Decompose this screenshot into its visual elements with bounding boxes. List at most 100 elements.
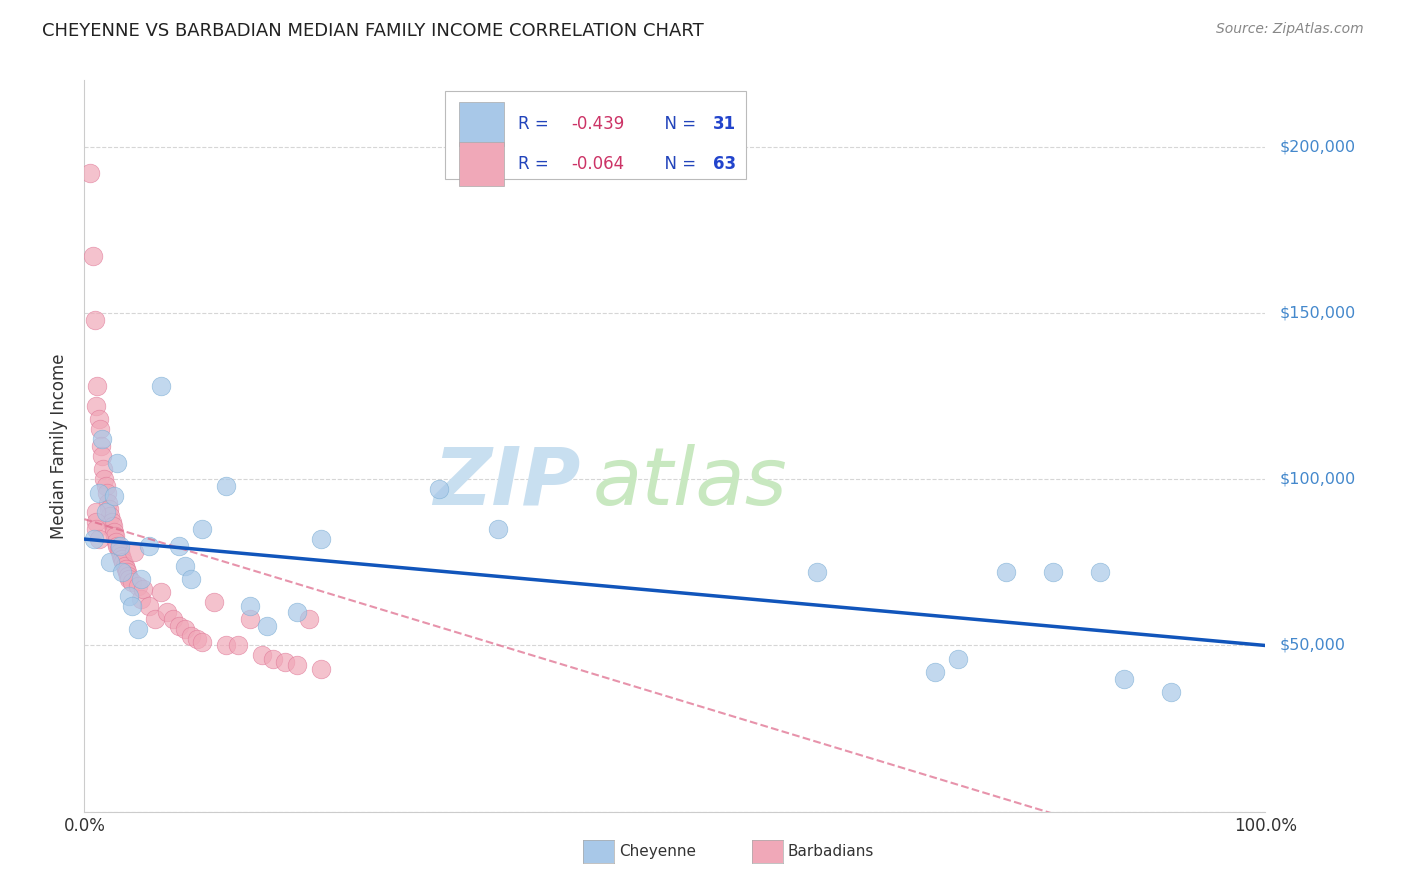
Point	[118, 572, 141, 586]
Point	[162, 612, 184, 626]
Point	[107, 542, 129, 557]
Text: $200,000: $200,000	[1279, 139, 1355, 154]
Point	[111, 552, 134, 566]
Text: $100,000: $100,000	[1279, 472, 1355, 487]
Point	[486, 522, 509, 536]
Point	[180, 628, 202, 642]
Point	[117, 568, 139, 582]
Point	[121, 599, 143, 613]
Point	[298, 612, 321, 626]
Point	[90, 439, 112, 453]
Text: ZIP: ZIP	[433, 443, 581, 522]
Point	[84, 312, 107, 326]
Point	[103, 489, 125, 503]
FancyBboxPatch shape	[458, 103, 503, 146]
Text: -0.439: -0.439	[571, 115, 624, 133]
Text: Cheyenne: Cheyenne	[619, 845, 696, 859]
Point	[114, 558, 136, 573]
Point	[191, 522, 214, 536]
Point	[150, 585, 173, 599]
Point	[105, 535, 128, 549]
Point	[91, 433, 114, 447]
Point	[112, 555, 135, 569]
Text: R =: R =	[517, 155, 554, 173]
Point	[82, 250, 104, 264]
Point	[127, 622, 149, 636]
Text: 31: 31	[713, 115, 735, 133]
Text: -0.064: -0.064	[571, 155, 624, 173]
Text: Source: ZipAtlas.com: Source: ZipAtlas.com	[1216, 22, 1364, 37]
Point	[274, 655, 297, 669]
Point	[98, 555, 121, 569]
Point	[262, 652, 284, 666]
Point	[89, 422, 111, 436]
Point	[110, 549, 132, 563]
Point	[239, 599, 262, 613]
Point	[239, 612, 262, 626]
Point	[250, 648, 273, 663]
Point	[93, 472, 115, 486]
Point	[806, 566, 828, 580]
Point	[87, 485, 110, 500]
Point	[97, 495, 120, 509]
Text: Barbadians: Barbadians	[787, 845, 873, 859]
Point	[924, 665, 946, 679]
Point	[156, 605, 179, 619]
Point	[226, 639, 249, 653]
Point	[79, 166, 101, 180]
Point	[143, 612, 166, 626]
Point	[427, 482, 450, 496]
Point	[98, 502, 121, 516]
Point	[127, 579, 149, 593]
Point	[108, 539, 131, 553]
Point	[98, 508, 121, 523]
Point	[122, 545, 145, 559]
Text: 63: 63	[713, 155, 735, 173]
Point	[96, 485, 118, 500]
Point	[1088, 566, 1111, 580]
Point	[138, 539, 160, 553]
Point	[111, 566, 134, 580]
Point	[87, 412, 110, 426]
Point	[167, 618, 190, 632]
Text: CHEYENNE VS BARBADIAN MEDIAN FAMILY INCOME CORRELATION CHART: CHEYENNE VS BARBADIAN MEDIAN FAMILY INCO…	[42, 22, 704, 40]
Point	[91, 462, 114, 476]
Point	[129, 572, 152, 586]
Point	[118, 589, 141, 603]
Point	[84, 506, 107, 520]
Point	[84, 516, 107, 530]
Point	[180, 572, 202, 586]
Point	[150, 379, 173, 393]
Point	[285, 605, 308, 619]
Text: R =: R =	[517, 115, 554, 133]
Text: $50,000: $50,000	[1279, 638, 1346, 653]
Point	[94, 479, 117, 493]
Point	[173, 622, 195, 636]
Point	[167, 539, 190, 553]
Point	[202, 595, 225, 609]
Point	[309, 532, 332, 546]
Point	[114, 562, 136, 576]
Point	[309, 662, 332, 676]
Point	[1112, 672, 1135, 686]
Point	[215, 479, 238, 493]
Point	[129, 591, 152, 606]
Point	[87, 532, 110, 546]
Text: $150,000: $150,000	[1279, 306, 1355, 320]
Point	[101, 518, 124, 533]
Text: atlas: atlas	[592, 443, 787, 522]
Y-axis label: Median Family Income: Median Family Income	[51, 353, 69, 539]
Point	[948, 652, 970, 666]
Point	[256, 618, 278, 632]
Point	[83, 532, 105, 546]
Point	[84, 522, 107, 536]
Point	[94, 506, 117, 520]
Text: N =: N =	[654, 155, 702, 173]
Point	[285, 658, 308, 673]
Point	[103, 525, 125, 540]
Text: N =: N =	[654, 115, 702, 133]
Point	[215, 639, 238, 653]
Point	[108, 545, 131, 559]
Point	[132, 582, 155, 596]
Point	[86, 379, 108, 393]
